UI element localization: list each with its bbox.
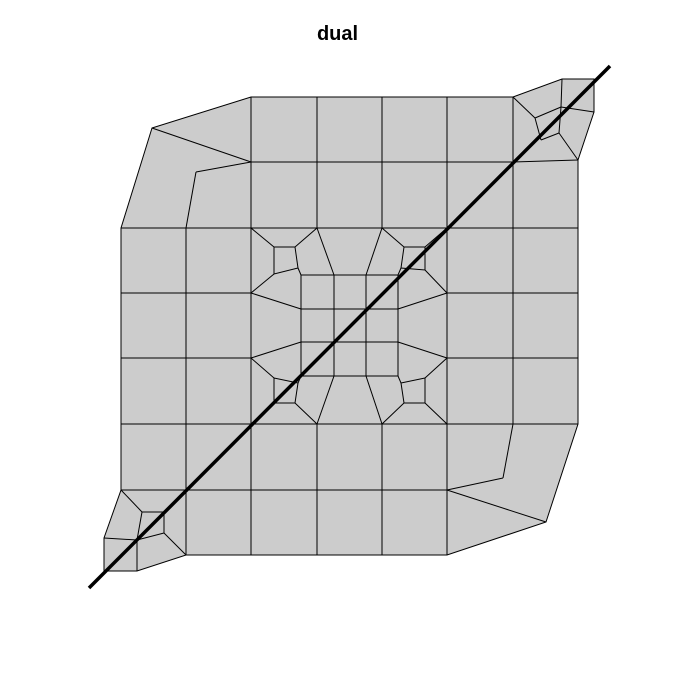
corner-edge <box>502 423 514 479</box>
corner-edge <box>195 161 252 173</box>
corner-edge <box>120 489 143 513</box>
plot-title: dual <box>316 23 359 45</box>
center-line <box>381 227 405 248</box>
center-line <box>294 402 318 425</box>
corner-edge <box>136 532 165 541</box>
grid-hline <box>512 159 579 163</box>
corner-edge <box>136 511 143 541</box>
center-line <box>365 227 383 276</box>
corner-edge <box>534 106 562 119</box>
center-line <box>424 402 448 425</box>
center-line <box>316 375 335 425</box>
center-line <box>365 375 383 425</box>
center-line <box>250 357 275 379</box>
corner-edge <box>446 489 547 523</box>
corner-edge <box>558 132 579 161</box>
center-line <box>424 269 448 294</box>
corner-edge <box>185 171 197 229</box>
center-line <box>250 292 302 310</box>
corner-edge <box>103 537 138 541</box>
center-line <box>294 227 318 248</box>
corner-edge <box>151 127 252 163</box>
center-line <box>397 375 402 384</box>
center-line <box>297 267 302 276</box>
cutting-line-group <box>87 64 612 590</box>
corner-edge <box>512 96 536 119</box>
corner-edge <box>446 477 504 491</box>
cutting-line <box>87 64 612 590</box>
corner-edge <box>163 532 187 556</box>
corner-edge <box>560 78 563 108</box>
corner-edge <box>540 132 560 141</box>
center-line <box>397 292 448 310</box>
center-line <box>397 341 448 359</box>
center-line <box>316 227 335 276</box>
center-line <box>397 267 402 276</box>
center-line <box>424 357 448 379</box>
corner-edge <box>558 106 562 134</box>
center-line <box>381 402 405 425</box>
center-line <box>250 341 302 359</box>
center-line <box>250 273 275 294</box>
center-line <box>250 227 275 248</box>
